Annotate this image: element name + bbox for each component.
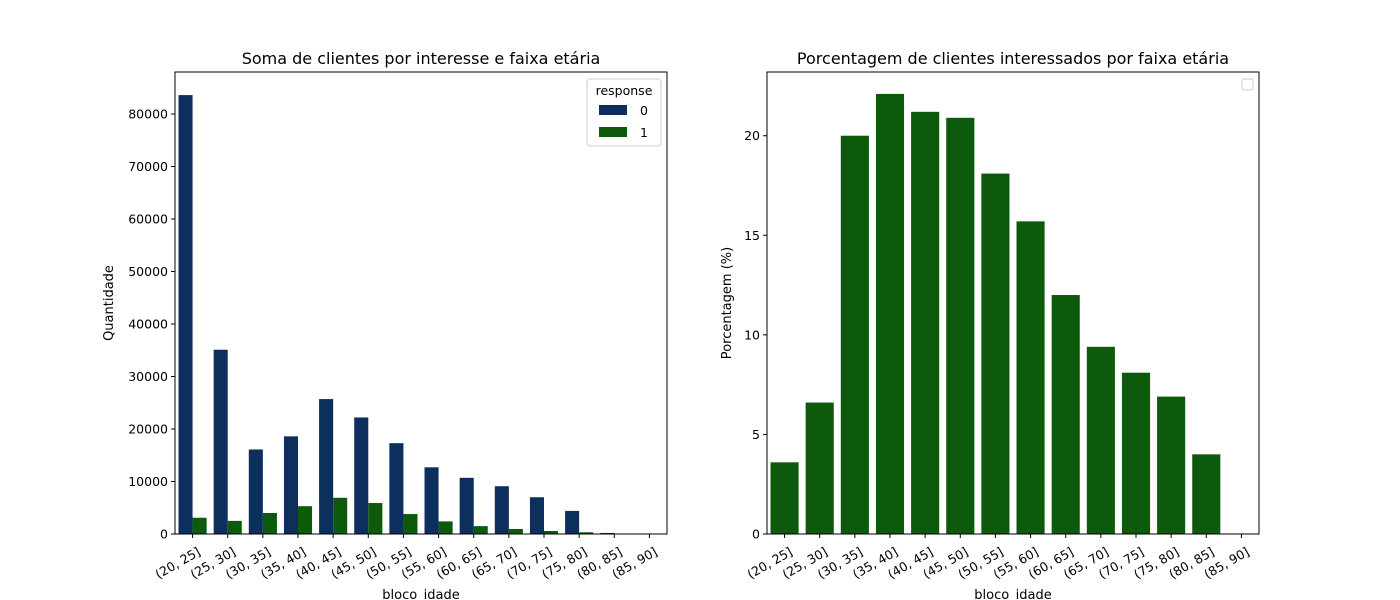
legend-label-0: 0 (640, 103, 648, 118)
bar-35-40-series-1 (298, 506, 313, 534)
bar-70-75 (1121, 372, 1151, 534)
y-tick-label: 0 (752, 527, 760, 542)
chart-left-title: Soma de clientes por interesse e faixa e… (242, 49, 601, 68)
bar-65-70 (1086, 346, 1115, 534)
y-tick-label: 80000 (128, 107, 168, 122)
chart-left-frame (174, 71, 668, 535)
chart-left-legend: response 0 1 (586, 78, 662, 147)
chart-right-y-axis: 0 5 10 15 20 (744, 128, 767, 542)
bar-75-80-series-1 (579, 532, 594, 534)
bar-40-45 (911, 111, 940, 534)
bar-45-50-series-1 (368, 503, 383, 534)
y-tick-label: 15 (744, 228, 760, 243)
bar-80-85-series-0 (600, 532, 615, 534)
bar-20-25 (770, 462, 799, 534)
bar-35-40 (875, 93, 905, 534)
chart-left-x-label: bloco_idade (382, 588, 460, 600)
bar-45-50 (946, 117, 975, 535)
legend-title: response (596, 83, 653, 98)
bar-60-65 (1051, 295, 1080, 534)
bar-40-45-series-0 (319, 399, 334, 534)
chart-right-title: Porcentagem de clientes interessados por… (797, 49, 1229, 68)
bar-20-25-series-1 (192, 517, 207, 534)
y-tick-label: 50000 (128, 264, 168, 279)
bar-50-55-series-0 (389, 443, 404, 534)
y-tick-label: 30000 (128, 369, 168, 384)
bar-75-80 (1157, 396, 1186, 534)
y-tick-label: 40000 (128, 317, 168, 332)
bar-70-75-series-0 (529, 497, 544, 534)
chart-right-y-label: Porcentagem (%) (720, 247, 735, 359)
bar-25-30 (805, 402, 834, 534)
chart-left-y-axis: 0 10000 20000 30000 40000 50000 60000 70000 8000… (128, 107, 175, 542)
bar-25-30-series-0 (213, 349, 228, 534)
y-tick-label: 10000 (128, 474, 168, 489)
bar-60-65-series-0 (459, 477, 474, 534)
bar-35-40-series-0 (283, 436, 298, 534)
bar-50-55-series-1 (403, 514, 418, 534)
chart-right-bars (770, 93, 1221, 535)
bar-30-35 (840, 135, 869, 534)
chart-right-frame (766, 71, 1260, 535)
bar-25-30-series-1 (227, 520, 242, 535)
chart-left-bars (178, 95, 629, 535)
bar-80-85 (1192, 454, 1221, 534)
bar-55-60-series-0 (424, 467, 439, 534)
y-tick-label: 10 (744, 327, 760, 342)
bar-45-50-series-0 (354, 417, 369, 534)
bar-65-70-series-0 (494, 486, 509, 534)
bar-50-55 (981, 173, 1010, 534)
y-tick-label: 20000 (128, 422, 168, 437)
y-tick-label: 60000 (128, 212, 168, 227)
y-tick-label: 0 (160, 527, 168, 542)
y-tick-label: 70000 (128, 159, 168, 174)
chart-right-x-label: bloco_idade (974, 588, 1052, 600)
bar-60-65-series-1 (473, 526, 488, 535)
legend-swatch-1 (599, 127, 627, 137)
legend-swatch-0 (599, 105, 627, 115)
bar-70-75-series-1 (544, 531, 559, 534)
bar-20-25-series-0 (178, 95, 193, 534)
chart-left-y-label: Quantidade (102, 265, 117, 341)
bar-75-80-series-0 (565, 510, 580, 534)
bar-30-35-series-1 (262, 513, 277, 534)
bar-30-35-series-0 (248, 449, 263, 534)
chart-right-legend-empty (1241, 78, 1254, 91)
bar-55-60 (1016, 221, 1045, 534)
bar-55-60-series-1 (438, 521, 453, 534)
y-tick-label: 5 (752, 427, 760, 442)
y-tick-label: 20 (744, 128, 760, 143)
legend-label-1: 1 (640, 125, 648, 140)
bar-65-70-series-1 (508, 529, 523, 534)
bar-40-45-series-1 (333, 497, 348, 534)
